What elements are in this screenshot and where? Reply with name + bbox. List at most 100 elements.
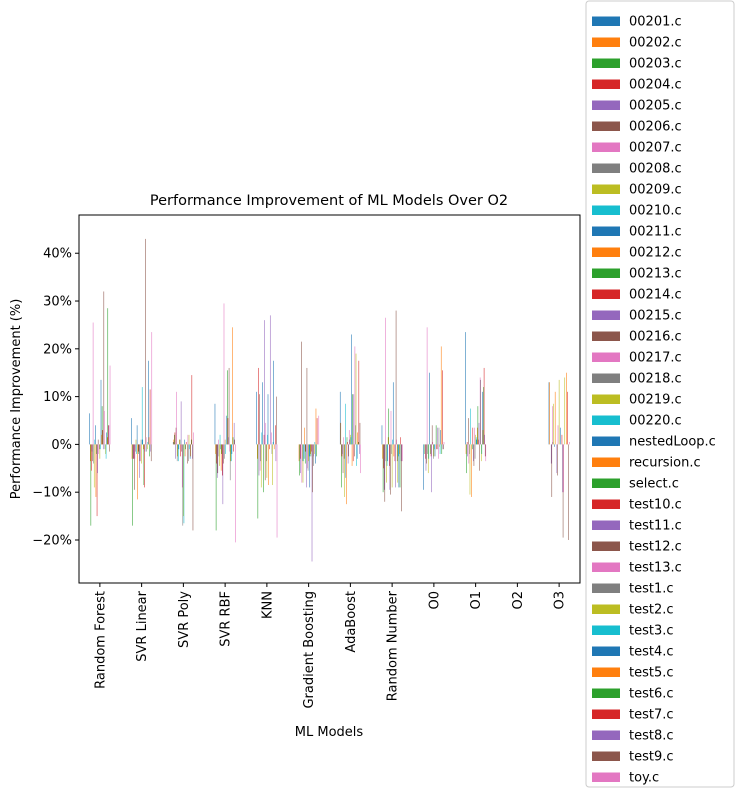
bar xyxy=(438,427,440,445)
bar xyxy=(393,444,395,457)
bar xyxy=(104,410,105,445)
bar xyxy=(91,444,93,452)
bar xyxy=(92,444,93,462)
bar xyxy=(359,422,361,445)
bar xyxy=(95,444,97,497)
bar xyxy=(96,444,97,454)
bar xyxy=(151,332,153,445)
bar xyxy=(258,367,259,445)
bar xyxy=(396,439,397,445)
bar xyxy=(309,444,311,488)
bar xyxy=(261,432,263,445)
bar xyxy=(436,444,437,450)
bar xyxy=(224,439,226,445)
bar xyxy=(232,437,234,445)
bar xyxy=(396,444,398,462)
bar xyxy=(427,444,428,454)
bar xyxy=(131,418,132,445)
bar xyxy=(264,444,266,481)
bar xyxy=(145,437,147,445)
bar xyxy=(402,444,403,462)
bar xyxy=(468,444,470,464)
bar xyxy=(347,444,349,464)
bar xyxy=(271,432,272,445)
bar xyxy=(354,346,356,445)
bar xyxy=(434,444,436,457)
bar xyxy=(223,303,225,445)
bar xyxy=(300,444,301,474)
bar xyxy=(99,444,100,450)
bar xyxy=(306,367,308,445)
bar xyxy=(148,437,150,445)
legend-swatch xyxy=(592,331,620,341)
bar xyxy=(266,444,268,478)
bar xyxy=(343,437,344,445)
bar xyxy=(96,444,98,517)
bar xyxy=(259,444,261,471)
bar xyxy=(183,444,185,524)
bar xyxy=(187,434,189,445)
bar xyxy=(219,434,221,445)
bar xyxy=(144,444,145,488)
legend: 00201.c 00202.c 00203.c 00204.c 00205.c 00206… xyxy=(585,0,735,788)
chart-title: Performance Improvement of ML Models Ove… xyxy=(150,193,508,209)
bar xyxy=(315,408,317,445)
bar xyxy=(353,394,355,445)
bar xyxy=(259,394,260,445)
bar xyxy=(473,444,475,466)
bar xyxy=(150,444,151,452)
bar xyxy=(187,444,188,464)
bar xyxy=(441,444,443,454)
bar xyxy=(465,332,466,445)
bar xyxy=(132,444,133,526)
bar xyxy=(190,444,191,457)
bar xyxy=(427,444,429,474)
bar xyxy=(272,442,274,445)
bar xyxy=(217,444,219,474)
legend-swatch xyxy=(592,79,620,89)
bar xyxy=(346,437,348,445)
bar xyxy=(299,444,300,476)
bars-layer xyxy=(89,238,570,562)
bar xyxy=(399,444,400,454)
bar xyxy=(265,422,267,445)
bar xyxy=(397,444,399,483)
bar xyxy=(91,444,92,471)
bar xyxy=(386,444,387,483)
y-tick-label: −10% xyxy=(32,486,72,501)
x-tick-label: AdaBoost xyxy=(344,591,359,653)
bar xyxy=(307,444,308,469)
bar xyxy=(92,322,94,445)
bar xyxy=(381,425,383,445)
legend-swatch xyxy=(592,478,620,488)
bar xyxy=(260,444,262,488)
bar xyxy=(134,444,135,490)
legend-swatch xyxy=(592,268,620,278)
bar xyxy=(106,437,108,445)
x-axis-label: ML Models xyxy=(295,725,364,740)
bar xyxy=(566,372,567,445)
bar xyxy=(102,444,104,450)
x-tick-label: SVR Linear xyxy=(135,590,150,661)
bar xyxy=(390,410,392,445)
bar xyxy=(99,444,101,459)
bar xyxy=(356,444,357,466)
bar xyxy=(219,444,220,466)
legend-swatch xyxy=(592,247,620,257)
bar xyxy=(477,406,479,445)
bar xyxy=(316,418,318,445)
bar xyxy=(425,444,427,471)
bar xyxy=(567,391,568,445)
legend-entry: select.c xyxy=(629,477,679,492)
bar xyxy=(554,444,555,447)
bar xyxy=(140,439,142,445)
bar xyxy=(192,444,193,459)
bar xyxy=(262,382,263,445)
bar xyxy=(478,439,479,445)
bar xyxy=(311,444,313,562)
bar xyxy=(568,444,569,540)
legend-swatch xyxy=(592,226,620,236)
bar xyxy=(318,415,320,445)
legend-entry: 00209.c xyxy=(629,183,682,198)
bar xyxy=(266,444,267,462)
